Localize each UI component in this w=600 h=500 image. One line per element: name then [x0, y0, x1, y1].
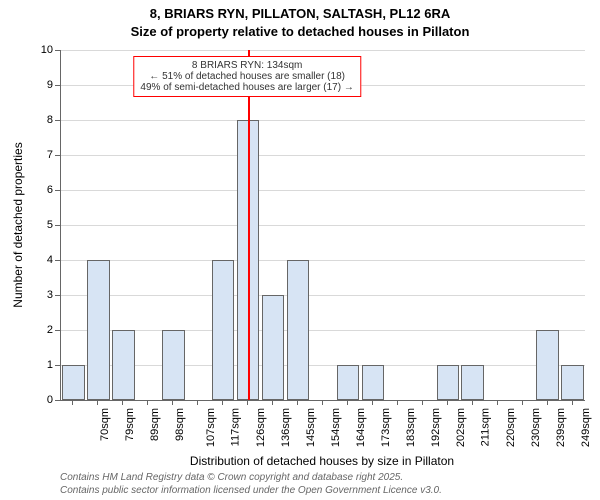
ytick-label: 7	[35, 149, 53, 161]
xtick-label: 192sqm	[430, 408, 442, 447]
histogram-bar	[212, 260, 234, 400]
xtick-label: 220sqm	[505, 408, 517, 447]
histogram-bar	[162, 330, 184, 400]
xtick-mark	[247, 400, 248, 405]
histogram-bar	[62, 365, 84, 400]
ytick-mark	[55, 365, 60, 366]
ytick-mark	[55, 330, 60, 331]
ytick-label: 9	[35, 79, 53, 91]
gridline	[61, 295, 585, 296]
xtick-label: 79sqm	[124, 408, 136, 441]
xtick-label: 117sqm	[230, 408, 242, 446]
footer-line2: Contains public sector information licen…	[60, 485, 442, 498]
ytick-label: 1	[35, 359, 53, 371]
chart-container: { "chart": { "type": "histogram", "title…	[0, 0, 600, 500]
histogram-bar	[112, 330, 134, 400]
annotation-line3: 49% of semi-detached houses are larger (…	[140, 82, 353, 93]
gridline	[61, 225, 585, 226]
xtick-mark	[122, 400, 123, 405]
xtick-label: 154sqm	[330, 408, 342, 447]
xtick-mark	[347, 400, 348, 405]
annotation-line1: 8 BRIARS RYN: 134sqm	[140, 60, 353, 71]
xtick-label: 136sqm	[280, 408, 292, 447]
xtick-mark	[422, 400, 423, 405]
gridline	[61, 330, 585, 331]
ytick-mark	[55, 400, 60, 401]
ytick-label: 0	[35, 394, 53, 406]
histogram-bar	[287, 260, 309, 400]
x-axis-label: Distribution of detached houses by size …	[190, 454, 454, 468]
xtick-label: 98sqm	[174, 408, 186, 441]
xtick-label: 183sqm	[405, 408, 417, 447]
histogram-bar	[561, 365, 583, 400]
xtick-mark	[497, 400, 498, 405]
xtick-label: 249sqm	[580, 408, 592, 447]
histogram-bar	[461, 365, 483, 400]
xtick-label: 126sqm	[255, 408, 267, 447]
xtick-mark	[522, 400, 523, 405]
gridline	[61, 190, 585, 191]
xtick-mark	[197, 400, 198, 405]
ytick-mark	[55, 120, 60, 121]
xtick-mark	[172, 400, 173, 405]
gridline	[61, 120, 585, 121]
xtick-mark	[72, 400, 73, 405]
xtick-mark	[322, 400, 323, 405]
footer-line1: Contains HM Land Registry data © Crown c…	[60, 472, 442, 485]
xtick-label: 164sqm	[355, 408, 367, 447]
plot-area	[60, 50, 585, 401]
ytick-label: 8	[35, 114, 53, 126]
chart-title-line2: Size of property relative to detached ho…	[0, 24, 600, 39]
xtick-mark	[572, 400, 573, 405]
histogram-bar	[262, 295, 284, 400]
ytick-label: 6	[35, 184, 53, 196]
xtick-label: 107sqm	[205, 408, 217, 447]
xtick-label: 239sqm	[555, 408, 567, 447]
ytick-label: 5	[35, 219, 53, 231]
xtick-mark	[547, 400, 548, 405]
chart-title-line1: 8, BRIARS RYN, PILLATON, SALTASH, PL12 6…	[0, 6, 600, 21]
histogram-bar	[337, 365, 359, 400]
ytick-label: 2	[35, 324, 53, 336]
annotation-box: 8 BRIARS RYN: 134sqm← 51% of detached ho…	[133, 56, 360, 97]
xtick-label: 230sqm	[530, 408, 542, 447]
xtick-label: 70sqm	[100, 408, 112, 441]
xtick-mark	[272, 400, 273, 405]
annotation-line2: ← 51% of detached houses are smaller (18…	[140, 71, 353, 82]
xtick-mark	[97, 400, 98, 405]
reference-line	[248, 50, 250, 400]
xtick-mark	[397, 400, 398, 405]
xtick-label: 211sqm	[479, 408, 491, 446]
xtick-label: 89sqm	[149, 408, 161, 441]
ytick-mark	[55, 225, 60, 226]
xtick-mark	[147, 400, 148, 405]
histogram-bar	[437, 365, 459, 400]
y-axis-label: Number of detached properties	[11, 142, 25, 307]
xtick-mark	[472, 400, 473, 405]
ytick-mark	[55, 155, 60, 156]
ytick-mark	[55, 85, 60, 86]
ytick-mark	[55, 260, 60, 261]
xtick-mark	[447, 400, 448, 405]
gridline	[61, 365, 585, 366]
xtick-mark	[222, 400, 223, 405]
ytick-label: 4	[35, 254, 53, 266]
ytick-mark	[55, 50, 60, 51]
gridline	[61, 155, 585, 156]
ytick-mark	[55, 190, 60, 191]
xtick-label: 173sqm	[380, 408, 392, 447]
histogram-bar	[87, 260, 109, 400]
xtick-label: 202sqm	[455, 408, 467, 447]
gridline	[61, 50, 585, 51]
xtick-mark	[372, 400, 373, 405]
gridline	[61, 260, 585, 261]
xtick-label: 145sqm	[305, 408, 317, 447]
footer-attribution: Contains HM Land Registry data © Crown c…	[60, 472, 442, 497]
ytick-label: 3	[35, 289, 53, 301]
histogram-bar	[362, 365, 384, 400]
histogram-bar	[536, 330, 558, 400]
ytick-label: 10	[35, 44, 53, 56]
xtick-mark	[297, 400, 298, 405]
ytick-mark	[55, 295, 60, 296]
